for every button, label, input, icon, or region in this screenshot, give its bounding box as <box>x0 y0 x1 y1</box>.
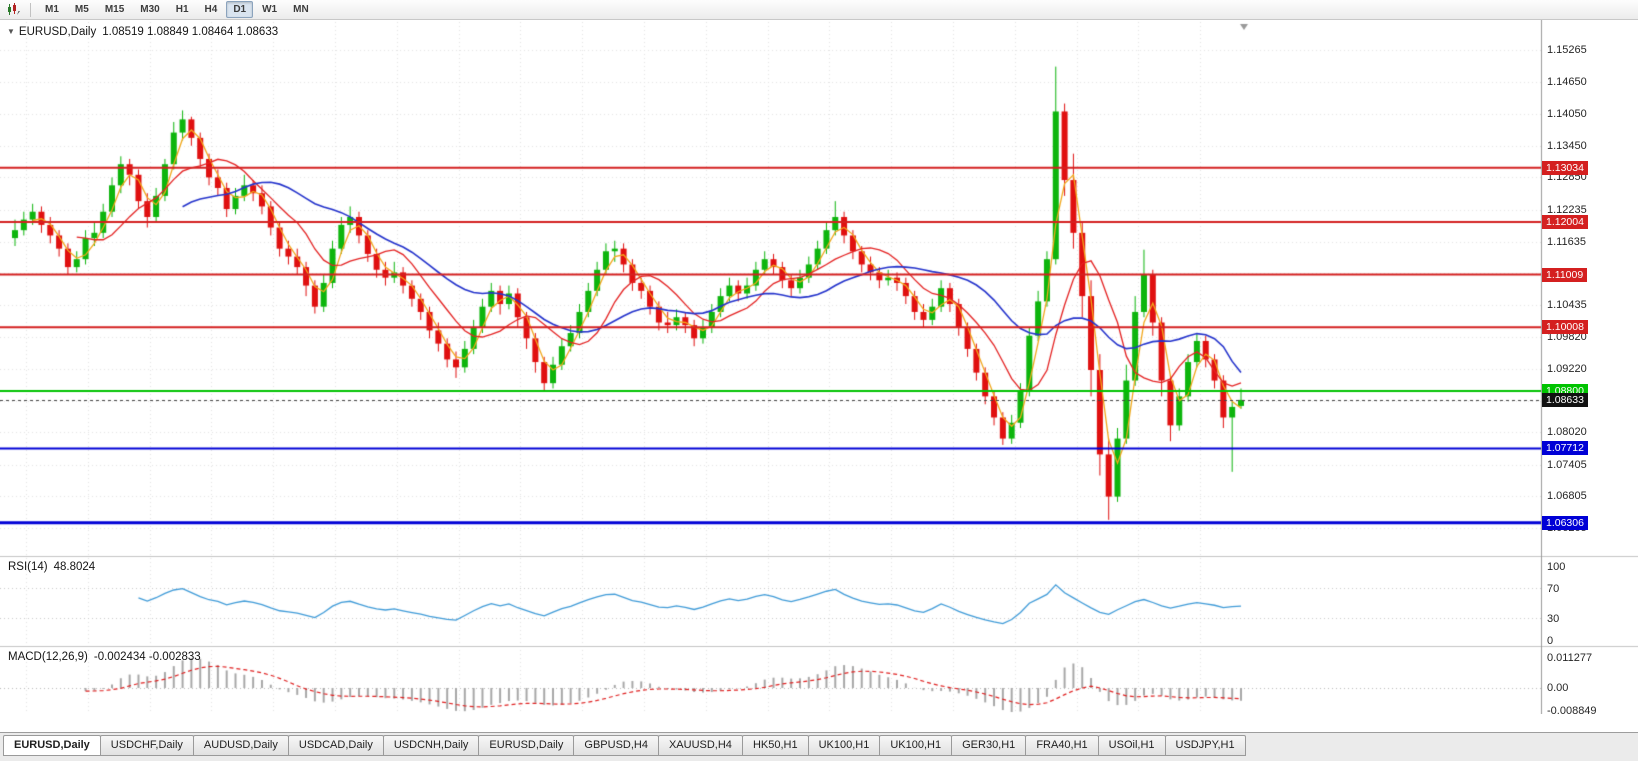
macd-axis-label: -0.008849 <box>1547 705 1597 717</box>
timeframe-button-h4[interactable]: H4 <box>204 4 218 15</box>
timeframe-button-m5[interactable]: M5 <box>74 4 89 15</box>
chart-tab[interactable]: HK50,H1 <box>741 735 809 756</box>
chart-tab[interactable]: XAUUSD,H4 <box>657 735 743 756</box>
rsi-axis-label: 30 <box>1547 612 1560 625</box>
price-level-tag: 1.07712 <box>1542 441 1588 456</box>
candlestick-chart-icon <box>8 3 20 15</box>
price-axis-label: 1.10435 <box>1547 298 1587 311</box>
chart-tab[interactable]: EURUSD,Daily <box>478 735 575 756</box>
chart-ohlc-values: 1.08519 1.08849 1.08464 1.08633 <box>102 26 279 38</box>
timeframe-button-m15[interactable]: M15 <box>104 4 125 15</box>
price-axis-label: 1.12235 <box>1547 203 1587 216</box>
macd-axis-label: 0.011277 <box>1547 652 1593 664</box>
price-axis-label: 1.07405 <box>1547 458 1587 471</box>
rsi-value: 48.8024 <box>53 561 96 573</box>
chart-tab[interactable]: USDCHF,Daily <box>99 735 194 756</box>
timeframe-button-w1[interactable]: W1 <box>262 4 278 15</box>
chart-tabbar: EURUSD,Daily USDCHF,Daily AUDUSD,Daily USDC… <box>0 732 1638 761</box>
rsi-axis-label: 100 <box>1547 561 1566 573</box>
timeframe-button-h1[interactable]: H1 <box>175 4 189 15</box>
timeframe-button-m30[interactable]: M30 <box>140 4 160 15</box>
price-axis-label: 1.14050 <box>1547 108 1587 121</box>
chart-tab[interactable]: USDJPY,H1 <box>1164 735 1246 756</box>
chart-tab[interactable]: GBPUSD,H4 <box>573 735 659 756</box>
chart-tab[interactable]: GER30,H1 <box>951 735 1027 756</box>
timeframe-buttons: M1 M5 M15 M30 H1 H4 D1 W1 MN <box>38 1 316 18</box>
chart-tab[interactable]: UK100,H1 <box>807 735 881 756</box>
chart-tab[interactable]: USDCNH,Daily <box>382 735 480 756</box>
timeframe-button-d1[interactable]: D1 <box>226 1 254 18</box>
price-chart-canvas[interactable] <box>0 20 1638 714</box>
price-level-tag: 1.10008 <box>1542 320 1588 335</box>
macd-value: -0.002434 -0.002833 <box>93 651 201 663</box>
timeframe-button-mn[interactable]: MN <box>293 4 309 15</box>
rsi-axis-label: 0 <box>1547 635 1554 647</box>
price-axis-label: 1.14650 <box>1547 76 1587 89</box>
price-axis-label: 1.06805 <box>1547 490 1587 503</box>
current-price-tag: 1.08633 <box>1542 392 1588 407</box>
timeframe-toolbar: M1 M5 M15 M30 H1 H4 D1 W1 MN <box>0 0 1638 20</box>
chart-header: ▼ EURUSD,Daily 1.08519 1.08849 1.08464 1.0… <box>7 26 278 38</box>
price-level-tag: 1.13034 <box>1542 160 1588 175</box>
price-axis-label: 1.15265 <box>1547 44 1587 56</box>
timeframe-button-m1[interactable]: M1 <box>45 4 59 15</box>
price-level-tag: 1.11009 <box>1542 267 1588 282</box>
chart-dropdown-icon[interactable]: ▼ <box>7 27 15 36</box>
macd-axis-label: 0.00 <box>1547 682 1569 694</box>
chart-title: EURUSD,Daily <box>18 26 97 38</box>
macd-header: MACD(12,26,9) -0.002434 -0.002833 <box>8 651 201 663</box>
rsi-label: RSI(14) <box>8 561 48 573</box>
chart-tab[interactable]: FRA40,H1 <box>1025 735 1099 756</box>
time-axis[interactable]: 27 Apr 201916 May 20194 Jun 201922 Jun 2… <box>0 714 1638 732</box>
toolbar-separator <box>30 2 31 17</box>
chart-tab[interactable]: USOil,H1 <box>1097 735 1166 756</box>
chart-tab[interactable]: UK100,H1 <box>879 735 953 756</box>
chart-tab[interactable]: EURUSD,Daily <box>3 735 101 756</box>
rsi-axis-label: 70 <box>1547 583 1560 596</box>
price-axis-label: 1.13450 <box>1547 139 1587 152</box>
price-level-tag: 1.06306 <box>1542 515 1588 530</box>
macd-label: MACD(12,26,9) <box>8 651 88 663</box>
chart-tab[interactable]: USDCAD,Daily <box>287 735 384 756</box>
price-axis-label: 1.09220 <box>1547 362 1587 375</box>
chart-tool-icon[interactable] <box>5 2 23 18</box>
chart-tab[interactable]: AUDUSD,Daily <box>192 735 289 756</box>
price-axis-label: 1.11635 <box>1547 235 1586 248</box>
price-level-tag: 1.12004 <box>1542 215 1588 230</box>
rsi-header: RSI(14) 48.8024 <box>8 561 95 573</box>
price-axis-label: 1.08020 <box>1547 426 1587 439</box>
